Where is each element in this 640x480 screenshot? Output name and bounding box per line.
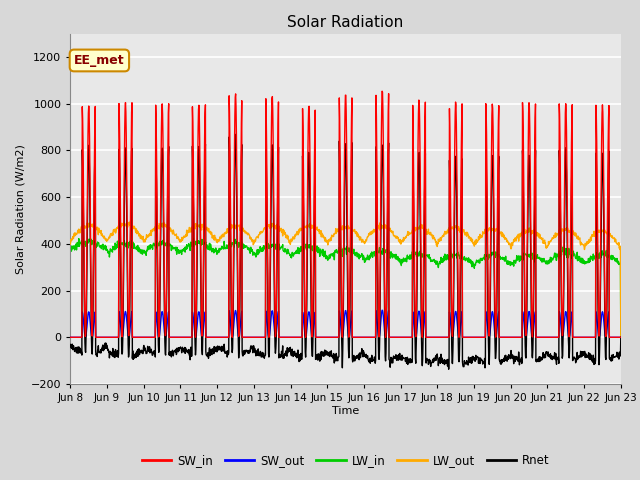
Legend: SW_in, SW_out, LW_in, LW_out, Rnet: SW_in, SW_out, LW_in, LW_out, Rnet [137,449,554,472]
X-axis label: Time: Time [332,406,359,416]
Y-axis label: Solar Radiation (W/m2): Solar Radiation (W/m2) [15,144,26,274]
Title: Solar Radiation: Solar Radiation [287,15,404,30]
Text: EE_met: EE_met [74,54,125,67]
